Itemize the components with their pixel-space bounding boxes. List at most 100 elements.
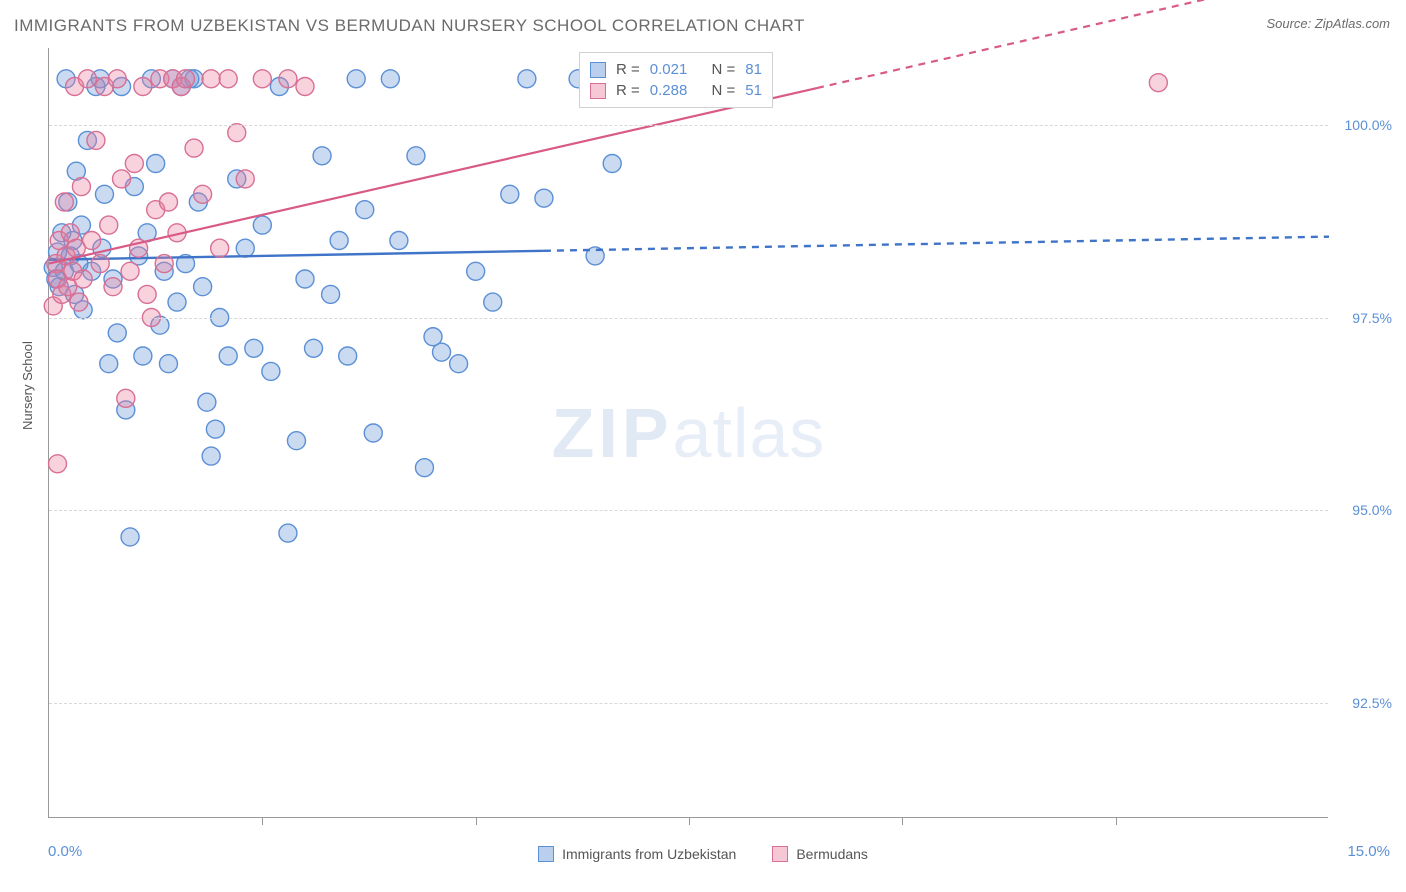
scatter-point [330,232,348,250]
scatter-point [390,232,408,250]
stats-legend: R = 0.021 N = 81 R = 0.288 N = 51 [579,52,773,108]
regression-line-dashed [817,0,1329,88]
scatter-point [202,70,220,88]
plot-area: ZIPatlas R = 0.021 N = 81 R = 0.288 N = … [48,48,1328,818]
scatter-point [364,424,382,442]
swatch-blue-icon [538,846,554,862]
scatter-point [501,185,519,203]
x-tick [1116,817,1117,825]
legend-item-series1: Immigrants from Uzbekistan [538,846,736,862]
swatch-pink-icon [590,83,606,99]
n-value-1: 81 [745,61,762,78]
scatter-point [147,155,165,173]
x-tick [689,817,690,825]
stats-row-series2: R = 0.288 N = 51 [590,80,762,101]
scatter-point [104,278,122,296]
scatter-point [603,155,621,173]
n-label-1: N = [711,61,735,78]
scatter-point [236,239,254,257]
scatter-point [535,189,553,207]
scatter-point [322,285,340,303]
r-value-1: 0.021 [650,61,688,78]
scatter-point [100,355,118,373]
scatter-point [245,339,263,357]
x-tick [262,817,263,825]
scatter-point [467,262,485,280]
scatter-point [407,147,425,165]
n-value-2: 51 [745,82,762,99]
y-tick-label: 92.5% [1336,695,1392,711]
scatter-point [313,147,331,165]
r-label-1: R = [616,61,640,78]
scatter-point [83,232,101,250]
legend-label-2: Bermudans [796,846,868,862]
scatter-point [87,131,105,149]
scatter-point [219,347,237,365]
y-tick-label: 100.0% [1336,117,1392,133]
legend-item-series2: Bermudans [772,846,868,862]
y-tick-label: 97.5% [1336,310,1392,326]
stats-row-series1: R = 0.021 N = 81 [590,59,762,80]
scatter-point [206,420,224,438]
scatter-point [202,447,220,465]
y-axis-label: Nursery School [20,341,35,430]
scatter-point [296,78,314,96]
scatter-point [155,255,173,273]
scatter-point [117,389,135,407]
scatter-point [518,70,536,88]
scatter-point [185,139,203,157]
scatter-point [356,201,374,219]
scatter-point [253,70,271,88]
scatter-point [228,124,246,142]
bottom-legend: Immigrants from Uzbekistan Bermudans [0,846,1406,862]
scatter-point [121,262,139,280]
scatter-point [279,524,297,542]
scatter-point [381,70,399,88]
scatter-point [236,170,254,188]
x-tick [902,817,903,825]
scatter-point [1149,74,1167,92]
scatter-point [219,70,237,88]
scatter-point [113,170,131,188]
scatter-point [70,293,88,311]
scatter-point [279,70,297,88]
scatter-point [55,193,73,211]
scatter-point [100,216,118,234]
gridline [49,318,1328,319]
scatter-point [134,78,152,96]
scatter-point [95,185,113,203]
scatter-point [168,293,186,311]
regression-line-solid [49,251,544,260]
scatter-point [484,293,502,311]
legend-label-1: Immigrants from Uzbekistan [562,846,736,862]
scatter-point [194,278,212,296]
scatter-point [262,362,280,380]
x-tick [476,817,477,825]
scatter-point [159,355,177,373]
scatter-point [177,70,195,88]
scatter-point [339,347,357,365]
source-label: Source: ZipAtlas.com [1266,16,1390,31]
r-value-2: 0.288 [650,82,688,99]
r-label-2: R = [616,82,640,99]
scatter-point [194,185,212,203]
gridline [49,125,1328,126]
scatter-point [74,270,92,288]
scatter-point [121,528,139,546]
scatter-point [134,347,152,365]
scatter-point [49,455,67,473]
swatch-pink-icon [772,846,788,862]
scatter-point [211,239,229,257]
scatter-point [138,285,156,303]
scatter-point [433,343,451,361]
scatter-point [305,339,323,357]
chart-title: IMMIGRANTS FROM UZBEKISTAN VS BERMUDAN N… [14,16,805,36]
regression-line-dashed [544,237,1329,251]
scatter-point [72,178,90,196]
y-tick-label: 95.0% [1336,502,1392,518]
scatter-point [296,270,314,288]
scatter-point [347,70,365,88]
scatter-point [91,255,109,273]
scatter-point [287,432,305,450]
swatch-blue-icon [590,62,606,78]
